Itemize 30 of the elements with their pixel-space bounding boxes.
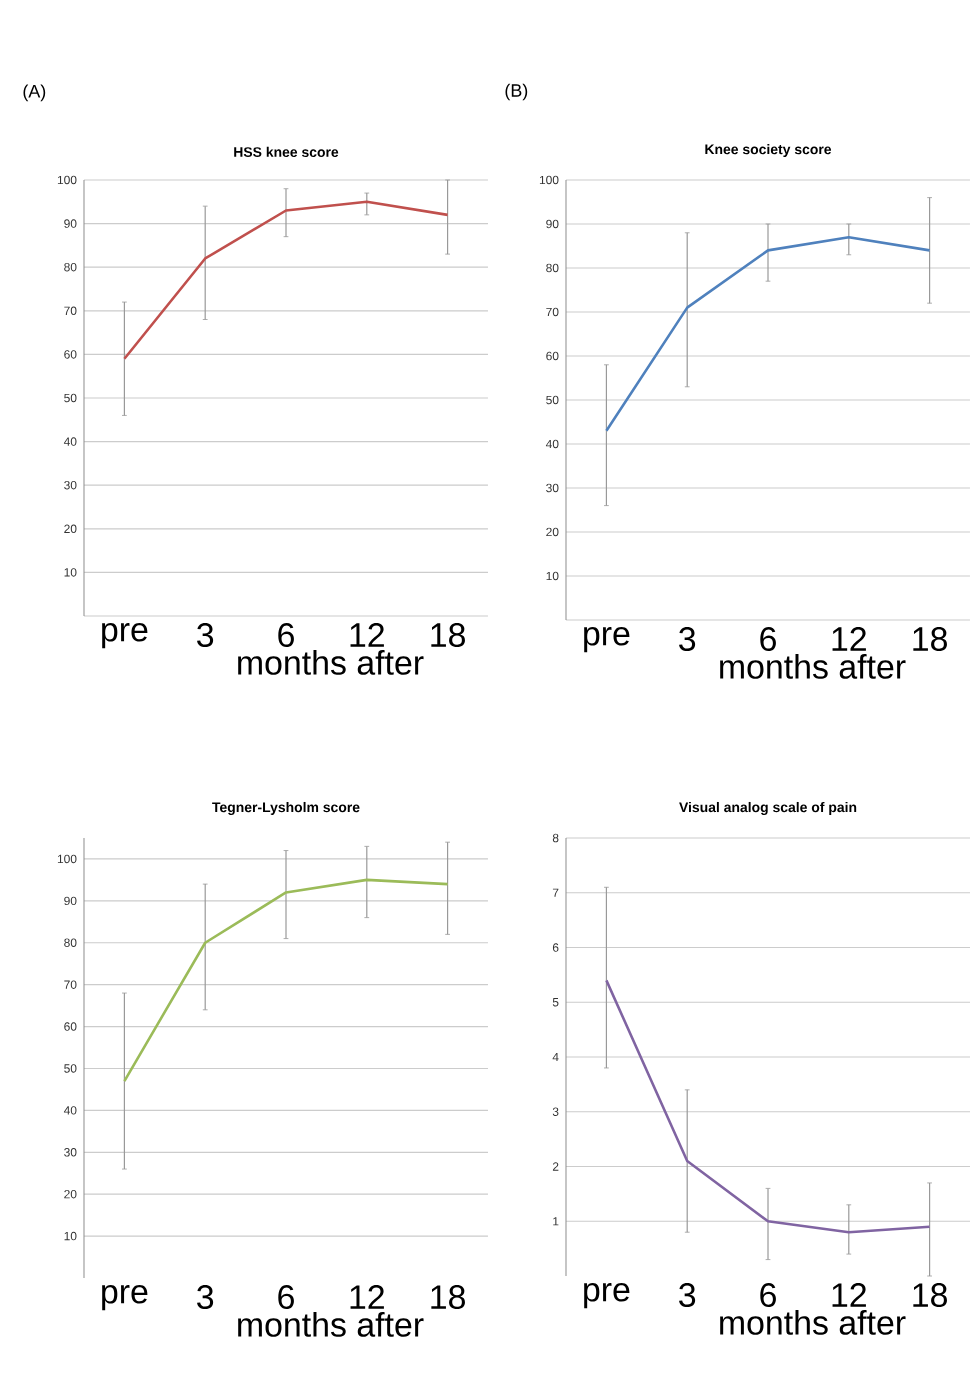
x-tick-label: pre — [584, 1283, 630, 1309]
x-tick-label: pre — [102, 623, 148, 649]
x-tick-label: 3 — [197, 1285, 214, 1310]
x-tick-label: 18 — [431, 1285, 465, 1310]
x-tick-label: 6 — [760, 627, 776, 652]
x-tick-label: 12 — [832, 627, 866, 651]
text: (A) — [23, 84, 46, 102]
x-tick-label: 3 — [679, 627, 696, 652]
x-tick-label: 12 — [832, 1283, 866, 1307]
x-axis-title: months after — [720, 1309, 906, 1335]
x-tick-label: 3 — [197, 623, 214, 648]
x-axis-title: months after — [720, 653, 906, 679]
line-series — [123, 200, 449, 361]
x-tick-label: 12 — [350, 1285, 384, 1309]
x-tick-label: 12 — [350, 623, 384, 647]
x-tick-label: pre — [584, 627, 630, 653]
x-tick-label: 6 — [278, 623, 294, 648]
x-tick-label: 18 — [913, 1283, 947, 1308]
x-tick-label: 6 — [760, 1283, 776, 1308]
x-tick-label: pre — [102, 1285, 148, 1311]
text: (B) — [505, 83, 528, 101]
x-tick-label: 6 — [278, 1285, 294, 1310]
line-series — [605, 979, 931, 1234]
x-tick-label: 3 — [679, 1283, 696, 1308]
x-axis-title: months after — [238, 1311, 424, 1337]
x-axis-title: months after — [238, 649, 424, 675]
x-tick-label: 18 — [431, 623, 465, 648]
x-tick-label: 18 — [913, 627, 947, 652]
line-series — [123, 878, 449, 1083]
line-series — [605, 235, 931, 433]
